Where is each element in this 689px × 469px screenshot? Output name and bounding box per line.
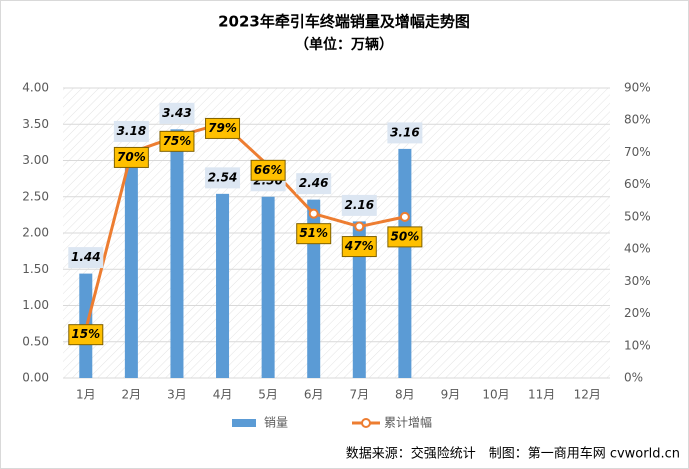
x-tick-label: 7月 bbox=[349, 388, 369, 402]
x-tick-label: 9月 bbox=[441, 388, 461, 402]
line-value-label: 70% bbox=[117, 150, 146, 164]
bar bbox=[352, 221, 366, 378]
bar-value-label-box bbox=[205, 167, 241, 189]
x-tick-label: 5月 bbox=[258, 388, 278, 402]
y2-tick-label: 80% bbox=[624, 113, 651, 127]
y-tick-label: 2.00 bbox=[22, 226, 49, 240]
bar-value-label-box bbox=[341, 194, 377, 216]
bar-value-label: 3.16 bbox=[390, 125, 420, 139]
line-value-label: 79% bbox=[208, 121, 237, 135]
line-value-label-box bbox=[341, 236, 377, 258]
line-value-label: 15% bbox=[71, 327, 100, 341]
y2-tick-label: 50% bbox=[624, 209, 651, 223]
line-value-label: 75% bbox=[163, 134, 192, 148]
x-tick-label: 6月 bbox=[304, 388, 324, 402]
y-tick-label: 3.50 bbox=[22, 117, 49, 131]
line-value-label: 50% bbox=[391, 229, 420, 243]
y2-tick-label: 20% bbox=[624, 306, 651, 320]
bar-value-label-box bbox=[159, 102, 195, 124]
legend-marker bbox=[361, 418, 371, 428]
line-value-label-box bbox=[387, 226, 423, 248]
chart-title: 2023年牵引车终端销量及增幅走势图 bbox=[218, 13, 470, 31]
bar-value-label: 3.43 bbox=[162, 106, 192, 120]
bar-value-label: 3.18 bbox=[117, 124, 147, 138]
x-tick-label: 10月 bbox=[482, 388, 509, 402]
bar-value-label-box bbox=[68, 247, 104, 269]
line-marker bbox=[399, 211, 410, 222]
bar-value-label-box bbox=[113, 120, 149, 142]
line-marker bbox=[354, 221, 365, 232]
line-marker bbox=[308, 208, 319, 219]
line-value-label-box bbox=[296, 223, 332, 245]
bar bbox=[170, 129, 184, 378]
y-tick-label: 4.00 bbox=[22, 81, 49, 95]
line-value-label: 51% bbox=[299, 226, 328, 240]
line-value-label-box bbox=[205, 117, 241, 139]
bar-value-label: 1.44 bbox=[71, 250, 101, 264]
source-note: 数据来源：交强险统计 制图：第一商用车网 cvworld.cn bbox=[346, 446, 680, 462]
x-tick-label: 12月 bbox=[574, 388, 601, 402]
legend-label: 销量 bbox=[264, 416, 288, 430]
line-value-label: 47% bbox=[344, 239, 374, 253]
legend-label: 累计增幅 bbox=[384, 415, 432, 430]
bar bbox=[124, 147, 138, 378]
x-tick-label: 3月 bbox=[167, 388, 187, 402]
bar bbox=[216, 193, 230, 378]
line-value-label: 66% bbox=[254, 163, 283, 177]
y2-tick-label: 90% bbox=[624, 81, 651, 95]
y2-tick-label: 70% bbox=[624, 145, 651, 159]
y-tick-label: 1.50 bbox=[22, 262, 49, 276]
y2-tick-label: 60% bbox=[624, 177, 651, 191]
bar bbox=[261, 196, 275, 378]
bar bbox=[307, 199, 321, 378]
y-tick-label: 0.00 bbox=[22, 371, 49, 385]
x-tick-label: 11月 bbox=[528, 388, 555, 402]
y2-tick-label: 0% bbox=[624, 371, 643, 385]
bar-value-label-box bbox=[387, 122, 423, 144]
line-value-label-box bbox=[113, 146, 149, 168]
y2-tick-label: 10% bbox=[624, 338, 651, 352]
chart-subtitle: （单位：万辆） bbox=[295, 36, 393, 53]
bar-value-label: 2.16 bbox=[344, 198, 374, 212]
y-tick-label: 3.00 bbox=[22, 153, 49, 167]
x-tick-label: 1月 bbox=[76, 388, 96, 402]
y2-tick-label: 40% bbox=[624, 242, 651, 256]
y-tick-label: 1.00 bbox=[22, 298, 49, 312]
x-tick-label: 8月 bbox=[395, 388, 415, 402]
line-value-label-box bbox=[250, 159, 286, 181]
line-value-label-box bbox=[68, 324, 104, 346]
bar bbox=[398, 148, 412, 378]
legend-swatch bbox=[232, 419, 256, 427]
bar-value-label-box bbox=[296, 173, 332, 195]
y2-tick-label: 30% bbox=[624, 274, 651, 288]
x-tick-label: 4月 bbox=[213, 388, 233, 402]
line-value-label-box bbox=[159, 130, 195, 152]
bar-value-label: 2.46 bbox=[299, 176, 329, 190]
y-tick-label: 2.50 bbox=[22, 189, 49, 203]
y-tick-label: 0.50 bbox=[22, 334, 49, 348]
bar-value-label: 2.54 bbox=[208, 170, 238, 184]
x-tick-label: 2月 bbox=[122, 388, 142, 402]
